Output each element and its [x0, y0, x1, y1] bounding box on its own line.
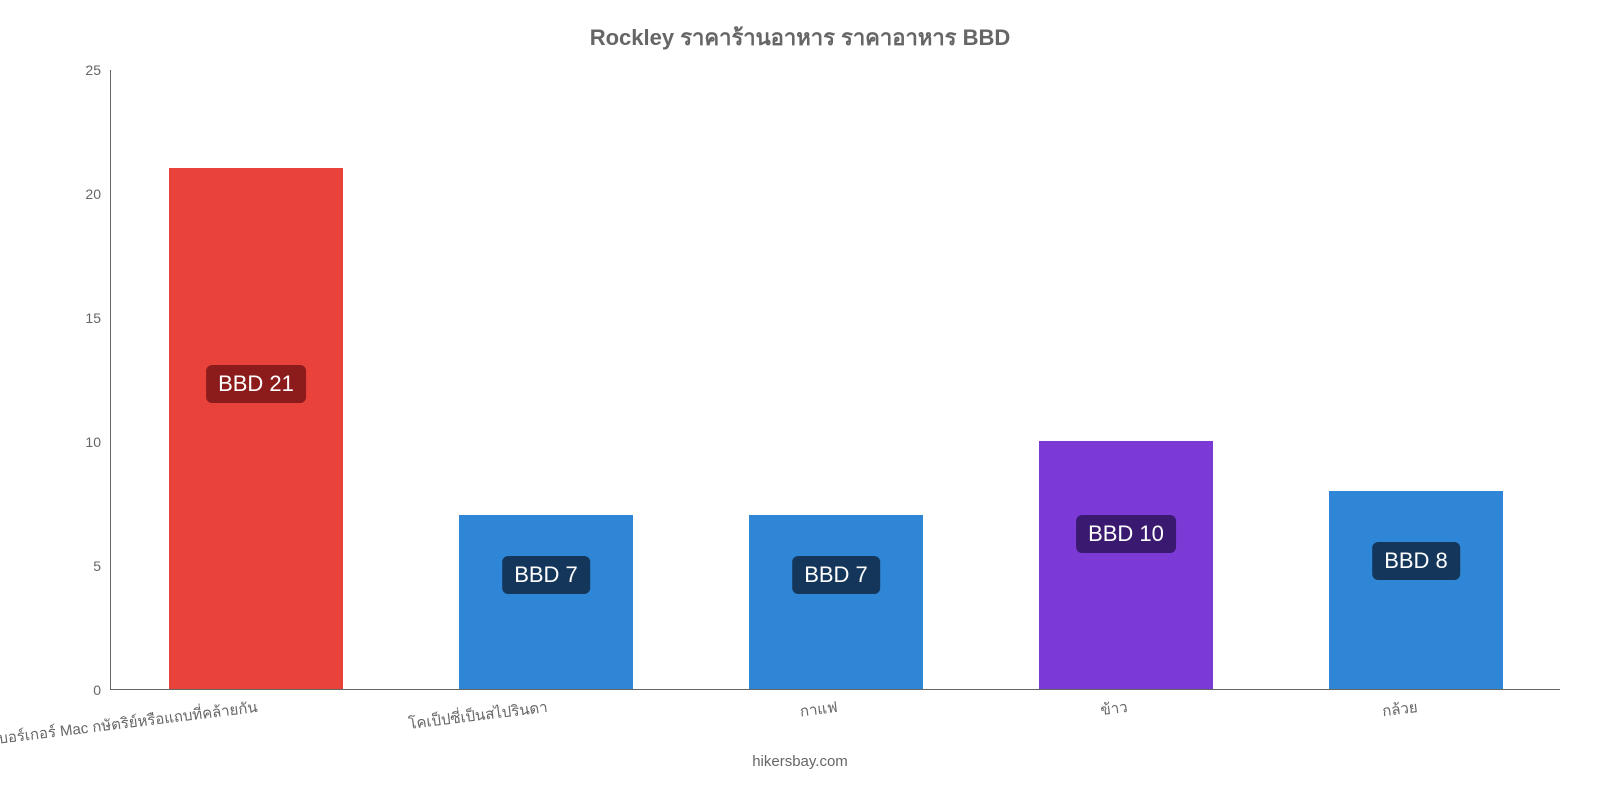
bar — [1039, 441, 1213, 689]
value-badge: BBD 21 — [206, 365, 306, 403]
y-tick-label: 5 — [71, 558, 101, 574]
y-tick-label: 15 — [71, 310, 101, 326]
attribution: hikersbay.com — [752, 753, 848, 770]
y-tick-label: 0 — [71, 682, 101, 698]
bar — [459, 515, 633, 689]
y-tick-label: 25 — [71, 62, 101, 78]
value-badge: BBD 10 — [1076, 515, 1176, 553]
chart-container: Rockley ราคาร้านอาหาร ราคาอาหาร BBD 0510… — [20, 20, 1580, 780]
x-tick-label: โคเป็ปซี่เป็นสไปรินดา — [407, 695, 549, 736]
value-badge: BBD 8 — [1372, 542, 1460, 580]
x-tick-label: กล้วย — [1381, 695, 1419, 723]
bar — [749, 515, 923, 689]
value-badge: BBD 7 — [502, 556, 590, 594]
y-tick-label: 20 — [71, 186, 101, 202]
chart-title: Rockley ราคาร้านอาหาร ราคาอาหาร BBD — [20, 20, 1580, 55]
y-tick-label: 10 — [71, 434, 101, 450]
value-badge: BBD 7 — [792, 556, 880, 594]
bar — [169, 168, 343, 689]
x-tick-label: ข้าว — [1099, 695, 1129, 722]
x-tick-label: เบอร์เกอร์ Mac กษัตริย์หรือแถบที่คล้ายกั… — [0, 695, 259, 751]
x-tick-label: กาแฟ — [798, 695, 838, 723]
plot-area: 0510152025BBD 21เบอร์เกอร์ Mac กษัตริย์ห… — [110, 70, 1560, 690]
bar — [1329, 491, 1503, 689]
